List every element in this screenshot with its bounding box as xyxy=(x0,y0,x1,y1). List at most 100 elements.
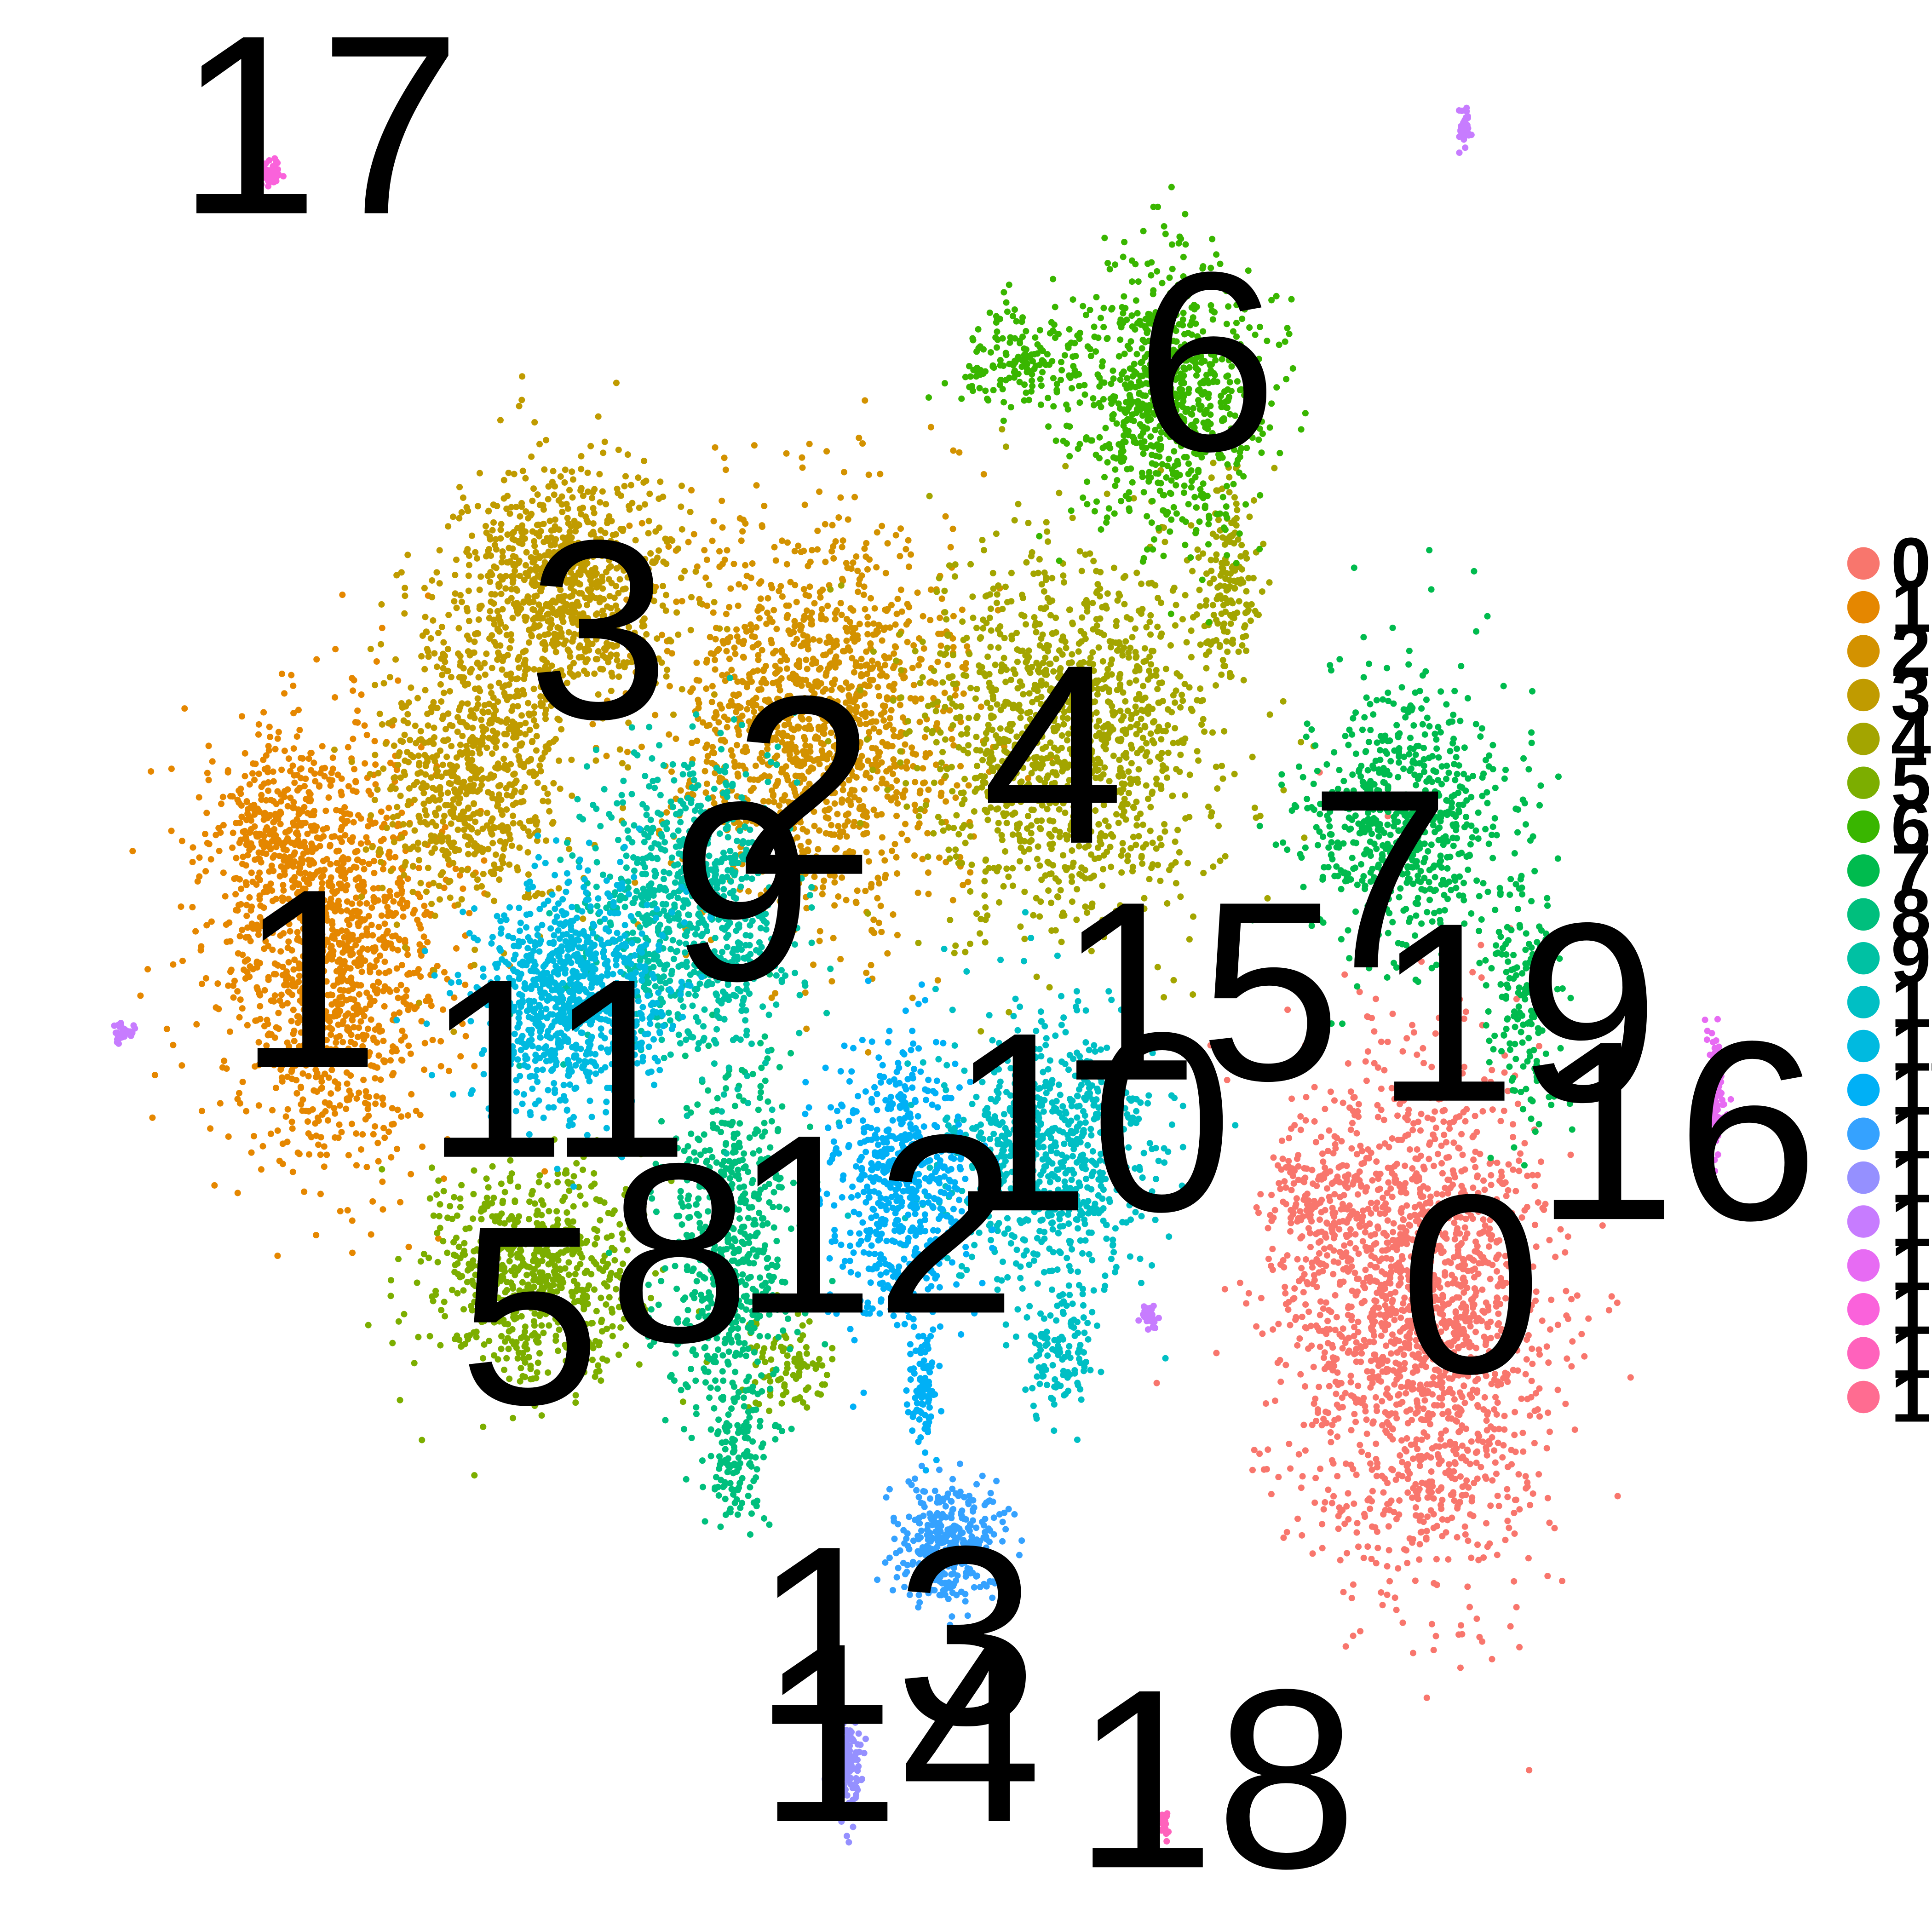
point xyxy=(353,1130,360,1137)
point xyxy=(267,797,274,804)
point xyxy=(400,913,407,920)
point xyxy=(375,1158,382,1165)
point xyxy=(1330,1493,1337,1500)
point xyxy=(816,937,823,944)
point xyxy=(1326,1194,1333,1201)
point xyxy=(1351,1395,1358,1402)
point xyxy=(1474,1430,1481,1437)
point xyxy=(272,811,279,817)
point xyxy=(1312,1475,1319,1482)
point xyxy=(888,602,895,609)
point xyxy=(1353,1529,1360,1536)
point xyxy=(1329,1367,1336,1374)
point xyxy=(1526,1767,1533,1774)
point xyxy=(874,529,880,536)
point xyxy=(1479,1638,1486,1645)
point xyxy=(266,724,273,730)
point xyxy=(1393,1516,1400,1523)
point xyxy=(1386,1412,1392,1419)
point xyxy=(866,556,873,563)
point xyxy=(1323,1219,1330,1226)
point xyxy=(1369,1420,1376,1427)
point xyxy=(1294,1342,1301,1349)
point xyxy=(1364,1048,1371,1055)
point xyxy=(224,938,230,945)
point xyxy=(1574,1292,1581,1299)
point xyxy=(868,962,874,969)
point xyxy=(949,525,956,532)
point xyxy=(390,911,397,918)
point xyxy=(338,824,345,831)
point xyxy=(1295,1451,1302,1458)
point xyxy=(279,1140,286,1147)
point xyxy=(1504,1494,1511,1501)
point xyxy=(1487,1334,1494,1341)
point xyxy=(1289,1296,1296,1303)
point xyxy=(460,885,466,892)
point xyxy=(163,1025,170,1032)
point xyxy=(1330,1247,1337,1254)
point xyxy=(1531,1440,1538,1447)
point xyxy=(1393,1606,1400,1613)
point xyxy=(1294,1515,1301,1522)
point xyxy=(889,742,896,750)
point xyxy=(376,710,383,717)
point xyxy=(190,844,196,851)
point xyxy=(304,810,311,816)
point xyxy=(1271,1397,1279,1404)
point xyxy=(1495,1502,1502,1509)
point xyxy=(913,751,920,758)
point xyxy=(878,849,885,856)
point xyxy=(1362,1223,1369,1230)
point xyxy=(1292,1316,1299,1323)
point xyxy=(355,812,362,819)
point xyxy=(1564,1355,1570,1362)
point xyxy=(317,1190,324,1197)
point xyxy=(1418,1529,1425,1535)
point xyxy=(1426,1494,1432,1501)
point xyxy=(1438,1430,1445,1437)
point xyxy=(267,1130,274,1137)
point xyxy=(1386,1578,1393,1585)
point xyxy=(822,558,829,565)
point xyxy=(843,615,851,622)
point xyxy=(1369,1488,1376,1495)
point xyxy=(327,782,334,789)
point xyxy=(886,715,894,722)
point xyxy=(1362,1058,1369,1065)
point xyxy=(947,544,954,551)
point xyxy=(897,702,903,708)
point xyxy=(891,733,897,740)
point xyxy=(897,553,903,560)
point xyxy=(1487,1276,1494,1282)
point xyxy=(1420,1429,1427,1436)
point xyxy=(310,759,317,766)
point xyxy=(1522,1473,1529,1480)
point xyxy=(1504,1463,1511,1471)
point xyxy=(1512,1409,1518,1415)
point xyxy=(338,775,345,782)
point xyxy=(720,640,727,647)
point xyxy=(807,621,814,627)
point xyxy=(347,811,354,818)
point xyxy=(1464,1284,1471,1291)
point xyxy=(1318,1209,1325,1216)
point xyxy=(920,613,926,620)
point xyxy=(1270,1326,1276,1333)
point xyxy=(911,852,918,859)
point xyxy=(726,656,733,662)
point xyxy=(1259,1330,1266,1337)
point xyxy=(719,672,726,678)
point xyxy=(1368,1555,1375,1563)
point xyxy=(389,933,396,940)
point xyxy=(1383,1342,1390,1349)
point xyxy=(358,691,365,698)
point xyxy=(1379,1368,1386,1375)
point xyxy=(393,987,400,994)
point xyxy=(252,760,259,767)
point xyxy=(927,617,934,624)
point xyxy=(408,1171,414,1178)
point xyxy=(1367,1384,1374,1391)
point xyxy=(255,770,262,777)
point xyxy=(942,513,949,520)
